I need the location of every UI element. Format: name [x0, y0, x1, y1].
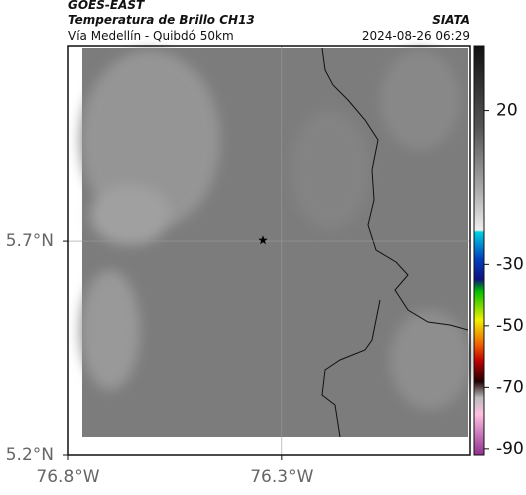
title: GOES-EAST	[68, 0, 145, 12]
y-tick-label: 5.7°N	[6, 231, 54, 251]
satellite-image	[80, 48, 470, 437]
location-marker	[258, 235, 268, 245]
source: SIATA	[432, 13, 470, 27]
map-frame	[67, 45, 471, 456]
colorbar-tick-label: 20	[496, 101, 518, 121]
x-tick-label: 76.3°W	[250, 467, 313, 487]
datetime: 2024-08-26 06:29	[362, 29, 470, 43]
colorbar-tick-label: -90	[496, 439, 524, 459]
location: Vía Medellín - Quibdó 50km	[68, 29, 234, 43]
colorbar-tick-label: -50	[496, 316, 524, 336]
colorbar	[473, 45, 485, 456]
colorbar-tick-label: -30	[496, 254, 524, 274]
boundaries	[321, 47, 469, 438]
colorbar-tick-label: -70	[496, 377, 524, 397]
subtitle: Temperatura de Brillo CH13	[68, 13, 255, 27]
y-tick-label: 5.2°N	[6, 445, 54, 465]
x-tick-label: 76.8°W	[36, 467, 99, 487]
